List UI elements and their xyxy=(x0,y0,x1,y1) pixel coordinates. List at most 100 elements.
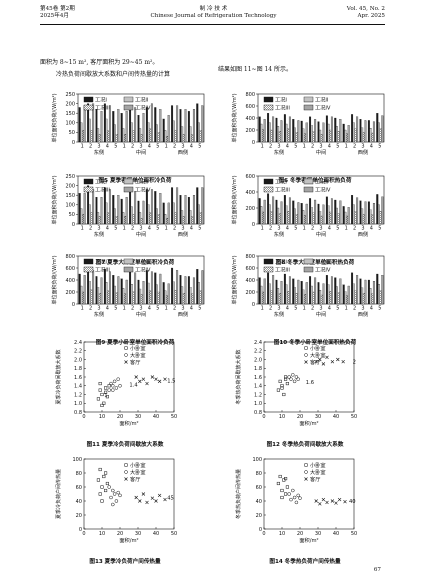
x-tick-label: 3 xyxy=(139,306,142,312)
x-tick-label: 2 xyxy=(353,144,356,150)
data-point xyxy=(276,388,280,392)
bar xyxy=(83,275,86,305)
data-point xyxy=(154,499,158,503)
journal-title-en: Chinese Journal of Refrigeration Technol… xyxy=(150,13,277,19)
data-point xyxy=(154,377,158,381)
data-point xyxy=(292,379,297,384)
data-point xyxy=(330,359,335,364)
x-tick-label: 1 xyxy=(303,144,306,150)
bar xyxy=(113,208,116,225)
bar xyxy=(322,122,325,143)
bar xyxy=(172,281,175,305)
bar xyxy=(108,105,111,143)
x-group-label: 中间 xyxy=(136,230,146,238)
page-number: 67 xyxy=(373,567,381,573)
y-tick-label: 200 xyxy=(65,290,75,296)
data-point xyxy=(104,390,108,394)
bar xyxy=(171,187,174,225)
y-tick-label: 2.4 xyxy=(74,340,82,346)
bar xyxy=(192,195,195,225)
x-tick-label: 4 xyxy=(286,226,289,232)
x-tick-label: 10 xyxy=(279,414,285,420)
x-tick-label: 2 xyxy=(173,226,176,232)
bar xyxy=(268,122,271,143)
data-annotation: 1 xyxy=(104,393,107,399)
bar xyxy=(305,282,308,305)
bar xyxy=(164,130,167,143)
bar xyxy=(381,275,384,305)
bar xyxy=(191,293,194,305)
bar xyxy=(90,130,93,143)
data-point xyxy=(163,377,167,381)
bar xyxy=(334,117,337,143)
bar xyxy=(330,116,333,143)
bar xyxy=(330,276,333,305)
bar xyxy=(314,199,317,225)
bar xyxy=(371,132,374,143)
bar xyxy=(137,114,140,143)
bar xyxy=(78,193,81,225)
x-tick-label: 5 xyxy=(198,306,201,312)
bar xyxy=(78,107,81,143)
x-tick-label: 3 xyxy=(181,306,184,312)
data-point xyxy=(150,496,155,500)
scatter-chart: 0.8 1.0 1.2 1.4 1.6 1.8 2.0 2.2 2.4 0 10 20 30 40 50 面积… xyxy=(55,340,177,427)
data-point xyxy=(100,403,104,407)
x-tick-label: 1 xyxy=(123,226,126,232)
y-tick-label: 150 xyxy=(65,193,75,199)
y-tick-label: 2.4 xyxy=(254,340,262,346)
legend-marker xyxy=(304,477,308,481)
bar xyxy=(113,124,116,143)
bar xyxy=(310,285,313,305)
x-tick-label: 5 xyxy=(114,306,117,312)
bar xyxy=(196,269,199,305)
y-tick-label: 250 xyxy=(65,174,75,180)
data-point xyxy=(343,499,347,504)
bar xyxy=(130,284,133,305)
bar xyxy=(325,275,328,305)
legend-swatch xyxy=(263,266,274,273)
bar xyxy=(356,275,359,305)
bar xyxy=(92,103,95,143)
x-tick-label: 0 xyxy=(262,414,265,420)
y-axis-label: 冬季热负荷户间传热量 xyxy=(235,469,242,519)
bar xyxy=(317,203,320,225)
bar xyxy=(337,292,340,305)
y-axis-label: 冬季热负荷间歇放大系数 xyxy=(235,349,242,404)
x-tick-label: 20 xyxy=(117,414,123,420)
legend-marker xyxy=(304,360,308,364)
plot-frame xyxy=(83,341,175,413)
x-axis-label: 面积/m² xyxy=(119,420,138,427)
bar xyxy=(142,200,145,225)
figure-caption: 图14 冬季热负荷户间传热量 xyxy=(269,559,341,565)
bar xyxy=(90,289,93,305)
bar xyxy=(113,285,116,305)
data-point xyxy=(321,497,326,502)
x-tick-label: 5 xyxy=(378,144,381,150)
bar xyxy=(149,212,152,225)
legend-swatch xyxy=(303,104,314,111)
bar xyxy=(352,204,355,225)
legend-label: 小卧室 xyxy=(130,344,146,352)
bar xyxy=(288,116,291,143)
x-tick-label: 1 xyxy=(81,144,84,150)
x-tick-label: 50 xyxy=(351,531,357,537)
bar xyxy=(280,281,283,305)
legend-swatch xyxy=(123,178,134,185)
data-point xyxy=(291,488,295,493)
x-tick-label: 20 xyxy=(117,531,123,537)
y-tick-label: 1.4 xyxy=(254,384,262,390)
bar xyxy=(361,287,364,305)
legend-marker xyxy=(124,477,128,481)
x-tick-label: 1 xyxy=(345,306,348,312)
bar xyxy=(159,273,162,305)
bar xyxy=(258,198,261,225)
x-tick-label: 40 xyxy=(333,531,339,537)
bar xyxy=(285,205,288,225)
bar xyxy=(377,284,380,305)
y-axis-label: 单位面积负荷/(W/m²) xyxy=(51,93,58,142)
bar xyxy=(309,276,312,305)
figure-caption: 图12 冬季热负荷间歇放大系数 xyxy=(266,442,344,448)
